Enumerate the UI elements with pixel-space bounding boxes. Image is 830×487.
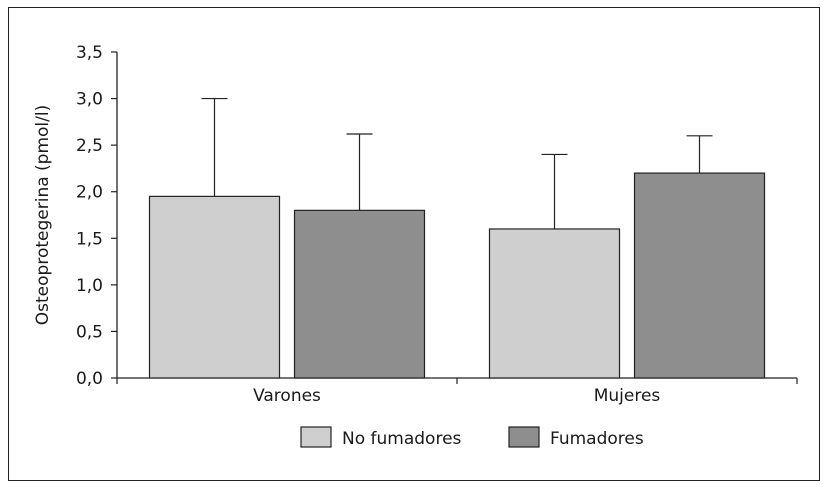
y-tick-label: 3,0 — [76, 90, 103, 110]
bar — [293, 209, 426, 379]
legend-swatch — [508, 426, 540, 448]
x-category-label: Varones — [253, 386, 321, 406]
y-tick-label: 2,0 — [76, 183, 103, 203]
y-tick-label: 0,5 — [76, 322, 103, 342]
y-axis-title: Osteoprotegerina (pmol/l) — [33, 105, 53, 325]
y-tick-label: 1,0 — [76, 276, 103, 296]
bar — [488, 228, 621, 379]
y-tick-label: 2,5 — [76, 136, 103, 156]
legend-label: No fumadores — [342, 429, 462, 449]
bars — [148, 172, 766, 379]
legend: No fumadores Fumadores — [300, 426, 644, 449]
bar — [148, 195, 281, 379]
y-tick-label: 0,0 — [76, 369, 103, 389]
y-tick-label: 3,5 — [76, 43, 103, 63]
legend-label: Fumadores — [550, 429, 644, 449]
x-category-label: Mujeres — [594, 386, 661, 406]
y-tick-label: 1,5 — [76, 229, 103, 249]
legend-swatch — [300, 426, 332, 448]
bar — [633, 172, 766, 379]
error-bars — [201, 97, 713, 229]
